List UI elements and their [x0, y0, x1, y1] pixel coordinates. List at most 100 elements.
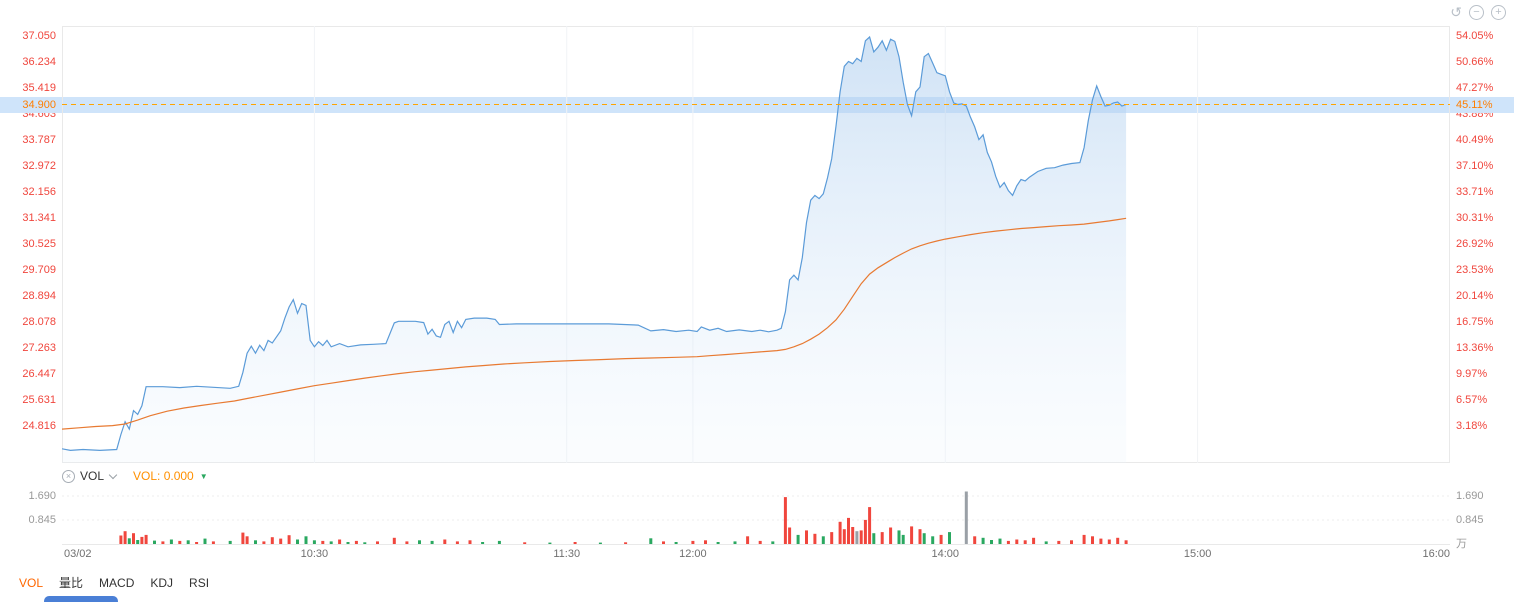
y-axis-price-label: 35.419 — [22, 82, 56, 94]
volume-bar — [1070, 540, 1073, 544]
volume-dropdown-triangle-icon[interactable]: ▼ — [199, 471, 208, 481]
y-axis-price-label: 32.972 — [22, 160, 56, 172]
indicator-tab-macd[interactable]: MACD — [99, 575, 135, 590]
volume-chart-canvas[interactable] — [62, 488, 1450, 548]
volume-bar — [758, 540, 762, 544]
volume-bar — [262, 541, 266, 544]
volume-bar — [123, 531, 127, 544]
x-axis-time-label: 14:00 — [931, 548, 960, 560]
volume-bar — [1124, 540, 1128, 544]
chart-toolbar: ↺ − + — [1450, 4, 1506, 20]
volume-bar — [245, 536, 249, 544]
volume-bar — [771, 541, 775, 544]
volume-bar — [788, 527, 792, 544]
volume-bar — [716, 542, 720, 544]
volume-bar — [964, 491, 968, 544]
volume-bar — [178, 540, 182, 544]
volume-bar — [186, 540, 190, 544]
indicator-tab-vol[interactable]: VOL — [19, 575, 44, 590]
volume-value-label[interactable]: VOL: 0.000 — [133, 469, 194, 483]
y-axis-price-label: 26.447 — [22, 368, 56, 380]
volume-bar — [338, 539, 342, 544]
y-axis-percent-label: 50.66% — [1456, 56, 1494, 68]
volume-bar — [430, 540, 434, 544]
volume-bar — [901, 534, 905, 544]
scrollbar-thumb[interactable] — [44, 596, 118, 602]
volume-bar — [136, 540, 140, 544]
volume-bar — [939, 534, 943, 544]
volume-bar — [1057, 540, 1061, 544]
volume-axis-label: 0.845 — [1456, 514, 1484, 526]
y-axis-percent-label: 47.27% — [1456, 82, 1494, 94]
volume-bar — [228, 540, 232, 544]
avg-price-line — [62, 217, 1127, 430]
zoom-out-icon[interactable]: − — [1469, 4, 1484, 20]
volume-bar — [481, 542, 485, 544]
volume-bar — [321, 540, 325, 544]
y-axis-price-label: 30.525 — [22, 238, 56, 250]
volume-bar — [497, 540, 501, 544]
indicator-tab-kdj[interactable]: KDJ — [150, 575, 174, 590]
volume-bar — [1006, 540, 1010, 544]
volume-axis-label: 1.690 — [28, 490, 56, 502]
volume-bar — [918, 529, 922, 544]
volume-bar — [990, 540, 993, 544]
volume-bar — [392, 537, 396, 544]
volume-bar — [346, 542, 350, 544]
volume-bar — [998, 538, 1002, 544]
current-price-label: 34.900 — [22, 99, 56, 111]
volume-bar — [1015, 539, 1019, 544]
volume-bar — [796, 534, 800, 544]
y-axis-price-label: 33.787 — [22, 134, 56, 146]
volume-bar — [863, 519, 867, 544]
volume-indicator-label[interactable]: VOL — [80, 469, 105, 483]
y-axis-percent-label: 26.92% — [1456, 238, 1494, 250]
indicator-tab-bar: VOL 量比 MACD KDJ RSI — [19, 574, 209, 591]
x-axis-time-label: 16:00 — [1422, 548, 1450, 560]
volume-bar — [169, 539, 173, 544]
volume-bar — [329, 541, 333, 544]
volume-bar — [144, 534, 148, 544]
zoom-in-icon[interactable]: + — [1491, 4, 1506, 20]
volume-bar — [211, 541, 215, 544]
volume-bar — [354, 540, 358, 544]
volume-bar — [1107, 539, 1111, 544]
volume-bar — [662, 541, 665, 544]
volume-bar — [1091, 536, 1094, 544]
y-axis-percent-label: 20.14% — [1456, 290, 1494, 302]
volume-bar — [161, 541, 165, 544]
reset-zoom-icon[interactable]: ↺ — [1450, 4, 1462, 20]
volume-bar — [691, 540, 695, 544]
price-line — [62, 35, 1127, 452]
main-chart-canvas[interactable] — [62, 26, 1450, 463]
volume-bar — [153, 540, 156, 544]
volume-bar — [1032, 537, 1036, 544]
y-axis-percent-label: 16.75% — [1456, 316, 1494, 328]
volume-bar — [270, 537, 274, 544]
indicator-tab-量比[interactable]: 量比 — [59, 576, 84, 590]
y-axis-price-label: 25.631 — [22, 394, 56, 406]
volume-bar — [1099, 538, 1103, 544]
volume-bar — [254, 540, 257, 544]
volume-bar — [704, 540, 707, 544]
volume-bar — [746, 536, 750, 544]
volume-bar — [363, 542, 367, 544]
volume-axis-label: 0.845 — [28, 514, 56, 526]
volume-bar — [468, 540, 472, 544]
volume-bar — [847, 517, 850, 544]
volume-bar — [132, 533, 135, 544]
volume-bar — [1116, 537, 1120, 544]
volume-bar — [119, 535, 123, 544]
volume-bar — [922, 533, 926, 544]
volume-bar — [821, 536, 825, 544]
x-axis-time-label: 10:30 — [300, 548, 329, 560]
volume-bar — [1044, 541, 1048, 544]
volume-bar — [1023, 540, 1027, 544]
chevron-down-icon[interactable] — [108, 470, 118, 479]
volume-bar — [203, 538, 207, 544]
y-axis-price-label: 28.078 — [22, 316, 56, 328]
indicator-tab-rsi[interactable]: RSI — [189, 575, 210, 590]
y-axis-percent-label: 6.57% — [1456, 394, 1488, 406]
remove-indicator-icon[interactable]: × — [62, 469, 75, 483]
volume-bar — [880, 532, 884, 544]
